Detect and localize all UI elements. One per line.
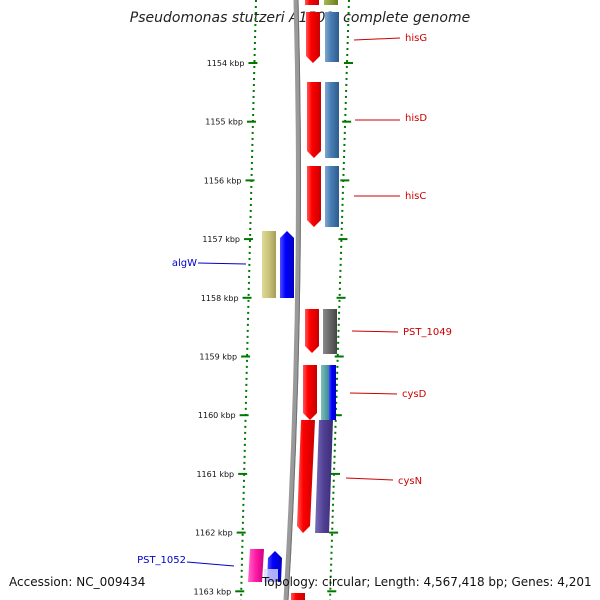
gene-label-leader: [345, 477, 394, 481]
ticks-layer: 1154 kbp 1155 kbp 1156 kbp 1157 kbp 1158 kbp…: [194, 59, 354, 596]
gene-hisG-cds: [306, 12, 320, 63]
gene-label-leader: [186, 561, 235, 567]
gene-label-leader: [351, 330, 399, 333]
gene-PST_1049-cds: [305, 309, 319, 353]
gene-label-cysN: cysN: [398, 476, 422, 487]
gene-hisD-cds: [307, 82, 321, 158]
scale-tick-label: 1161 kbp: [196, 470, 234, 479]
gene-label-hisD: hisD: [405, 113, 427, 124]
gene-PST_1052-highlight: [264, 569, 278, 582]
gene-cysN-feature: [315, 420, 333, 533]
gene-algW-cds: [280, 231, 294, 298]
gene-algW-feature: [262, 231, 276, 298]
scale-tick-label: 1158 kbp: [201, 294, 239, 303]
accession-text: Accession: NC_009434: [9, 575, 146, 589]
scale-tick-label: 1159 kbp: [199, 353, 237, 362]
gene-label-hisC: hisC: [405, 191, 426, 202]
gene-cysD-cds: [303, 365, 317, 420]
gene-hisC-feature: [325, 166, 339, 227]
gene-label-PST_1049: PST_1049: [403, 327, 452, 338]
gene-label-leader: [349, 392, 398, 395]
gene-label-leader: [197, 262, 247, 265]
scale-rail-left: [240, 0, 257, 600]
genome-backbone-shadow: [287, 0, 301, 600]
scale-tick-label: 1155 kbp: [205, 118, 243, 127]
gene-label-PST_1052: PST_1052: [137, 555, 186, 566]
gene-cysN-cds: [297, 420, 315, 533]
gene-PST_1052-feature: [248, 549, 264, 582]
feature-top-red: [305, 0, 319, 5]
gene-label-hisG: hisG: [405, 33, 427, 44]
gene-label-leader: [353, 37, 401, 41]
feature-bottom-red: [291, 593, 305, 600]
map-title: Pseudomonas stutzeri A1501, complete gen…: [129, 10, 471, 26]
gene-cysD-feature-blue: [329, 365, 336, 420]
feature-top-olive: [324, 0, 338, 5]
gene-label-algW: algW: [172, 258, 197, 269]
genome-backbone: [283, 0, 301, 600]
gene-label-cysD: cysD: [402, 389, 427, 400]
labels-layer: hisG hisD hisC algW PST_1049 cysD cysN PST_1052: [137, 33, 452, 567]
gene-cysD-feature: [321, 365, 329, 420]
scale-tick-label: 1160 kbp: [198, 411, 236, 420]
gene-hisD-feature: [325, 82, 339, 158]
topology-text: Topology: circular; Length: 4,567,418 bp…: [262, 575, 592, 589]
gene-PST_1049-feature: [323, 309, 337, 354]
scale-tick-label: 1156 kbp: [204, 176, 242, 185]
scale-rail-right: [329, 0, 350, 600]
gene-hisG-feature: [325, 12, 339, 62]
scale-tick-label: 1154 kbp: [207, 59, 245, 68]
scale-tick-label: 1162 kbp: [195, 529, 233, 538]
gene-hisC-cds: [307, 166, 321, 227]
scale-tick-label: 1163 kbp: [194, 587, 232, 596]
scale-tick-label: 1157 kbp: [202, 235, 240, 244]
